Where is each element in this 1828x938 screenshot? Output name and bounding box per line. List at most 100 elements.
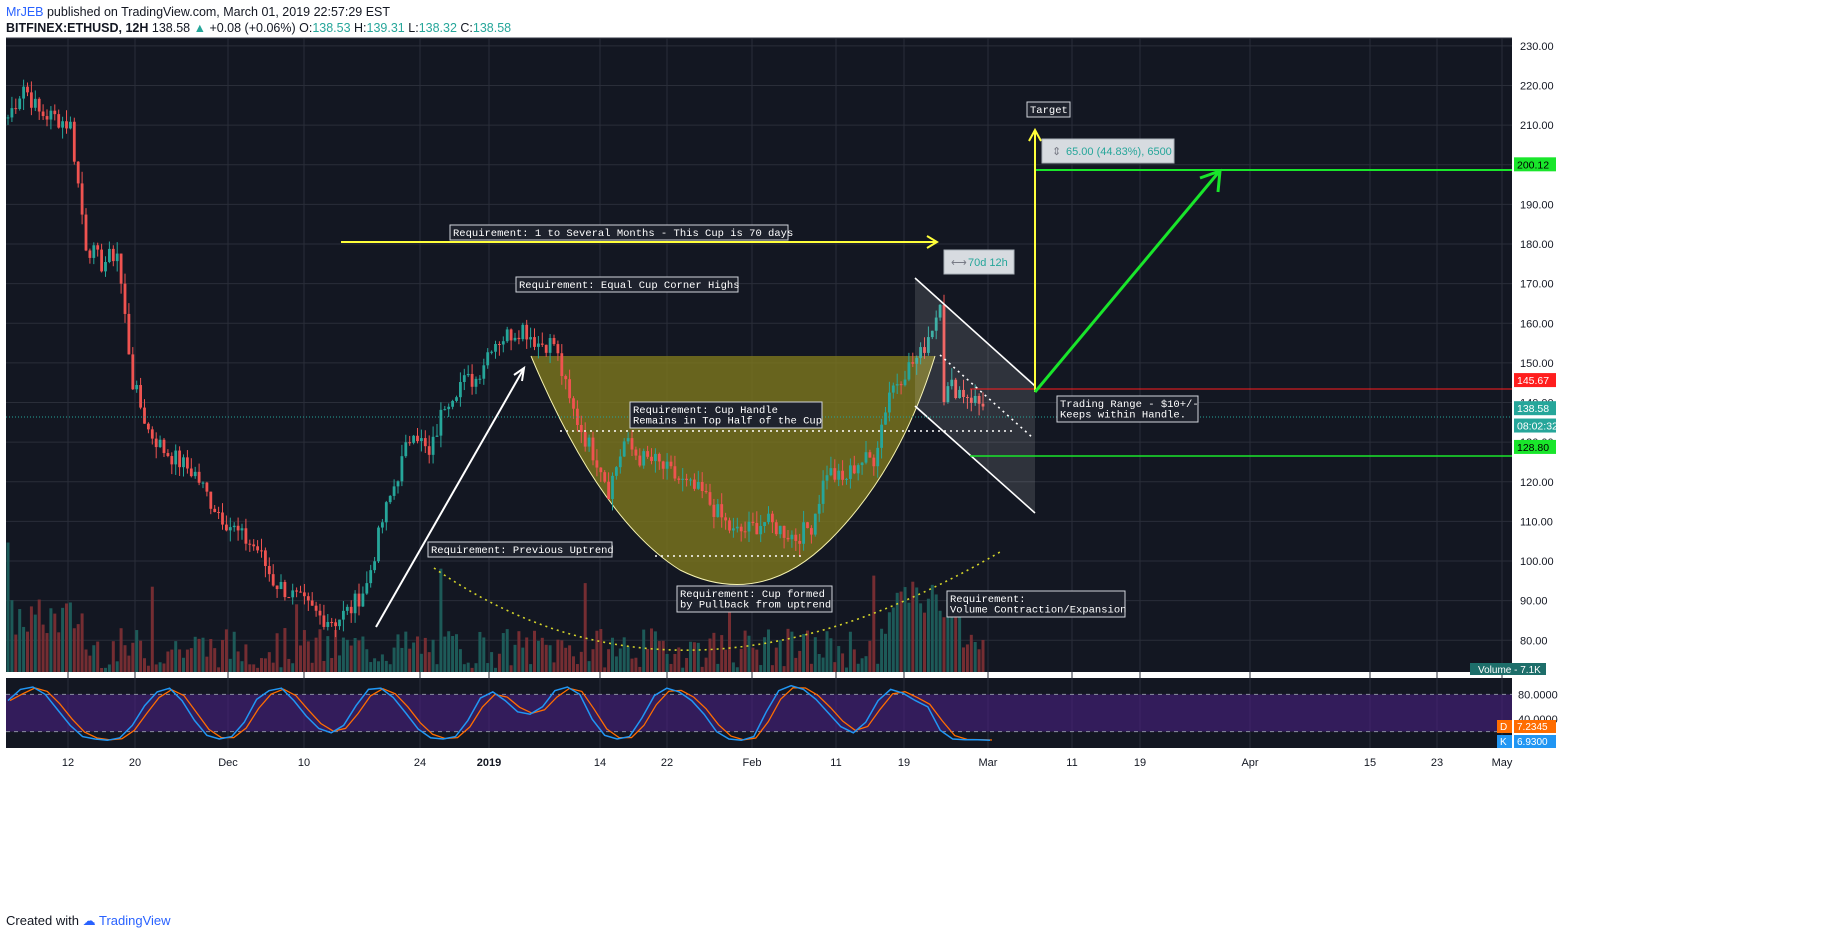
candle-body: [837, 470, 841, 480]
volume-bar: [595, 630, 599, 672]
low-label: L:: [408, 21, 419, 35]
volume-bar: [591, 649, 595, 672]
volume-bar: [45, 633, 49, 672]
volume-bar: [646, 648, 650, 672]
volume-bar: [946, 597, 950, 672]
volume-bar: [868, 640, 872, 672]
candle-body: [517, 337, 521, 340]
volume-bar: [521, 647, 525, 672]
volume-bar: [942, 617, 946, 672]
candle-body: [166, 453, 170, 457]
time-tick-label: 10: [298, 757, 310, 769]
time-tick-label: 14: [594, 757, 606, 769]
candle-body: [135, 385, 139, 390]
breakout-arrowhead: [1199, 168, 1222, 193]
volume-bar: [166, 651, 170, 672]
volume-bar: [482, 637, 486, 672]
candle-body: [665, 461, 669, 469]
last-price: 138.58: [151, 21, 191, 35]
volume-bar: [833, 662, 837, 672]
volume-bar: [587, 661, 591, 672]
volume-bar: [770, 665, 774, 672]
candle-body: [852, 465, 856, 474]
high-label: H:: [354, 21, 367, 35]
candle-body: [322, 615, 326, 627]
volume-bar: [392, 647, 396, 672]
volume-bar: [310, 662, 314, 672]
volume-bar: [860, 658, 864, 672]
candle-body: [291, 590, 295, 598]
volume-bar: [213, 648, 217, 672]
cup-outline: [530, 355, 936, 586]
candle-body: [564, 376, 568, 380]
volume-bar: [560, 640, 564, 672]
candle-body: [708, 492, 712, 505]
candle-body: [806, 522, 809, 529]
volume-bar: [236, 651, 240, 672]
candle-body: [127, 313, 131, 355]
candle-body: [423, 438, 427, 447]
close-value: 138.58: [472, 21, 512, 35]
volume-bar: [603, 667, 607, 672]
candle-body: [778, 525, 782, 535]
price-tick-label: 210.00: [1520, 120, 1554, 132]
price-tick-label: 80.00: [1520, 635, 1548, 647]
volume-bar: [552, 662, 556, 672]
volume-bar: [981, 639, 985, 672]
candle-body: [49, 110, 53, 120]
candle-body: [392, 486, 396, 496]
candle-body: [57, 114, 61, 128]
candle-body: [69, 121, 72, 129]
candle-body: [314, 605, 318, 611]
volume-bar: [100, 667, 104, 672]
candle-body: [732, 528, 735, 531]
price-tick-label: 160.00: [1520, 318, 1554, 330]
candle-body: [759, 526, 763, 535]
volume-bar: [724, 649, 728, 672]
volume-bar: [490, 652, 494, 672]
volume-bar: [728, 590, 731, 672]
candle-body: [18, 98, 22, 110]
candle-body: [439, 409, 443, 436]
candle-body: [833, 468, 837, 480]
volume-bar: [217, 667, 221, 672]
volume-bar: [938, 610, 942, 672]
time-tick-label: 11: [1066, 757, 1077, 769]
stoch-d-letter: D: [1500, 722, 1507, 733]
tradingview-link[interactable]: TradingView: [99, 913, 171, 928]
volume-bar: [65, 603, 68, 672]
candle-body: [365, 583, 369, 594]
volume-bar: [178, 649, 182, 672]
candle-body: [747, 521, 751, 532]
volume-bar: [802, 634, 806, 672]
volume-bar: [419, 653, 423, 672]
candle-body: [400, 456, 404, 482]
volume-bar: [880, 628, 884, 672]
volume-bar: [37, 599, 41, 672]
candle-body: [147, 423, 150, 430]
volume-bar: [583, 583, 587, 672]
candle-body: [693, 479, 696, 489]
stoch-tick-label: 80.0000: [1518, 689, 1558, 701]
candle-body: [349, 606, 353, 614]
volume-bar: [443, 636, 447, 672]
volume-bar: [361, 636, 365, 672]
candle-body: [579, 424, 583, 433]
candle-body: [76, 161, 80, 184]
candle-body: [611, 475, 614, 500]
volume-bar: [283, 628, 287, 672]
candle-body: [813, 513, 817, 535]
candle-body: [260, 550, 263, 552]
volume-bar: [197, 638, 201, 672]
author-link[interactable]: MrJEB: [6, 5, 44, 19]
candle-body: [634, 449, 638, 456]
time-tick-label: Mar: [979, 757, 998, 769]
volume-bar: [377, 661, 380, 672]
volume-bar: [763, 637, 767, 672]
price-badge: [1514, 401, 1556, 416]
candle-body: [934, 317, 938, 331]
price-badge-text: 145.67: [1517, 375, 1549, 387]
candle-body: [657, 453, 661, 462]
volume-bar: [747, 635, 751, 672]
